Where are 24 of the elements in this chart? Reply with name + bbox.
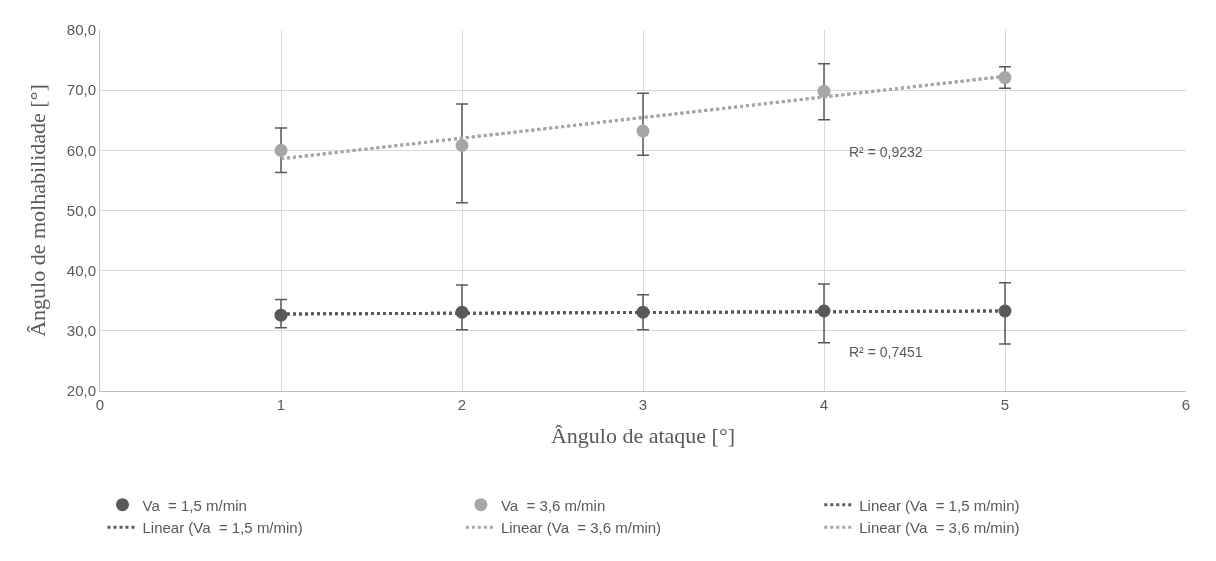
- x-axis-title: Ângulo de ataque [°]: [550, 422, 736, 448]
- x-tick-label: 5: [1000, 396, 1010, 413]
- x-tick-label: 1: [276, 396, 286, 413]
- y-tick-label: 40,0: [66, 261, 96, 279]
- legend-label: Va = 3,6 m/min: [500, 496, 606, 514]
- y-tick-label: 20,0: [66, 382, 96, 400]
- y-tick-label: 60,0: [66, 141, 96, 159]
- legend-label: Linear (Va = 1,5 m/min): [859, 496, 1020, 514]
- legend-label: Linear (Va = 3,6 m/min): [500, 519, 662, 537]
- annotation: R² = 0,7451: [849, 344, 923, 360]
- x-tick-label: 4: [819, 396, 829, 413]
- x-tick-label: 2: [457, 396, 467, 413]
- x-tick-label: 6: [1181, 396, 1191, 413]
- legend-label: Linear (Va = 3,6 m/min): [859, 519, 1020, 537]
- annotation: R² = 0,9232: [849, 144, 923, 160]
- y-axis-title: Ângulo de molhabilidade [°]: [24, 84, 50, 337]
- x-tick-label: 3: [638, 396, 648, 413]
- legend-label: Linear (Va = 1,5 m/min): [142, 519, 303, 537]
- legend-label: Va = 1,5 m/min: [142, 496, 247, 514]
- y-tick-label: 30,0: [66, 322, 96, 340]
- y-tick-label: 80,0: [66, 21, 96, 39]
- y-tick-label: 50,0: [66, 201, 96, 219]
- x-tick-label: 0: [95, 396, 105, 413]
- y-tick-label: 70,0: [66, 81, 96, 99]
